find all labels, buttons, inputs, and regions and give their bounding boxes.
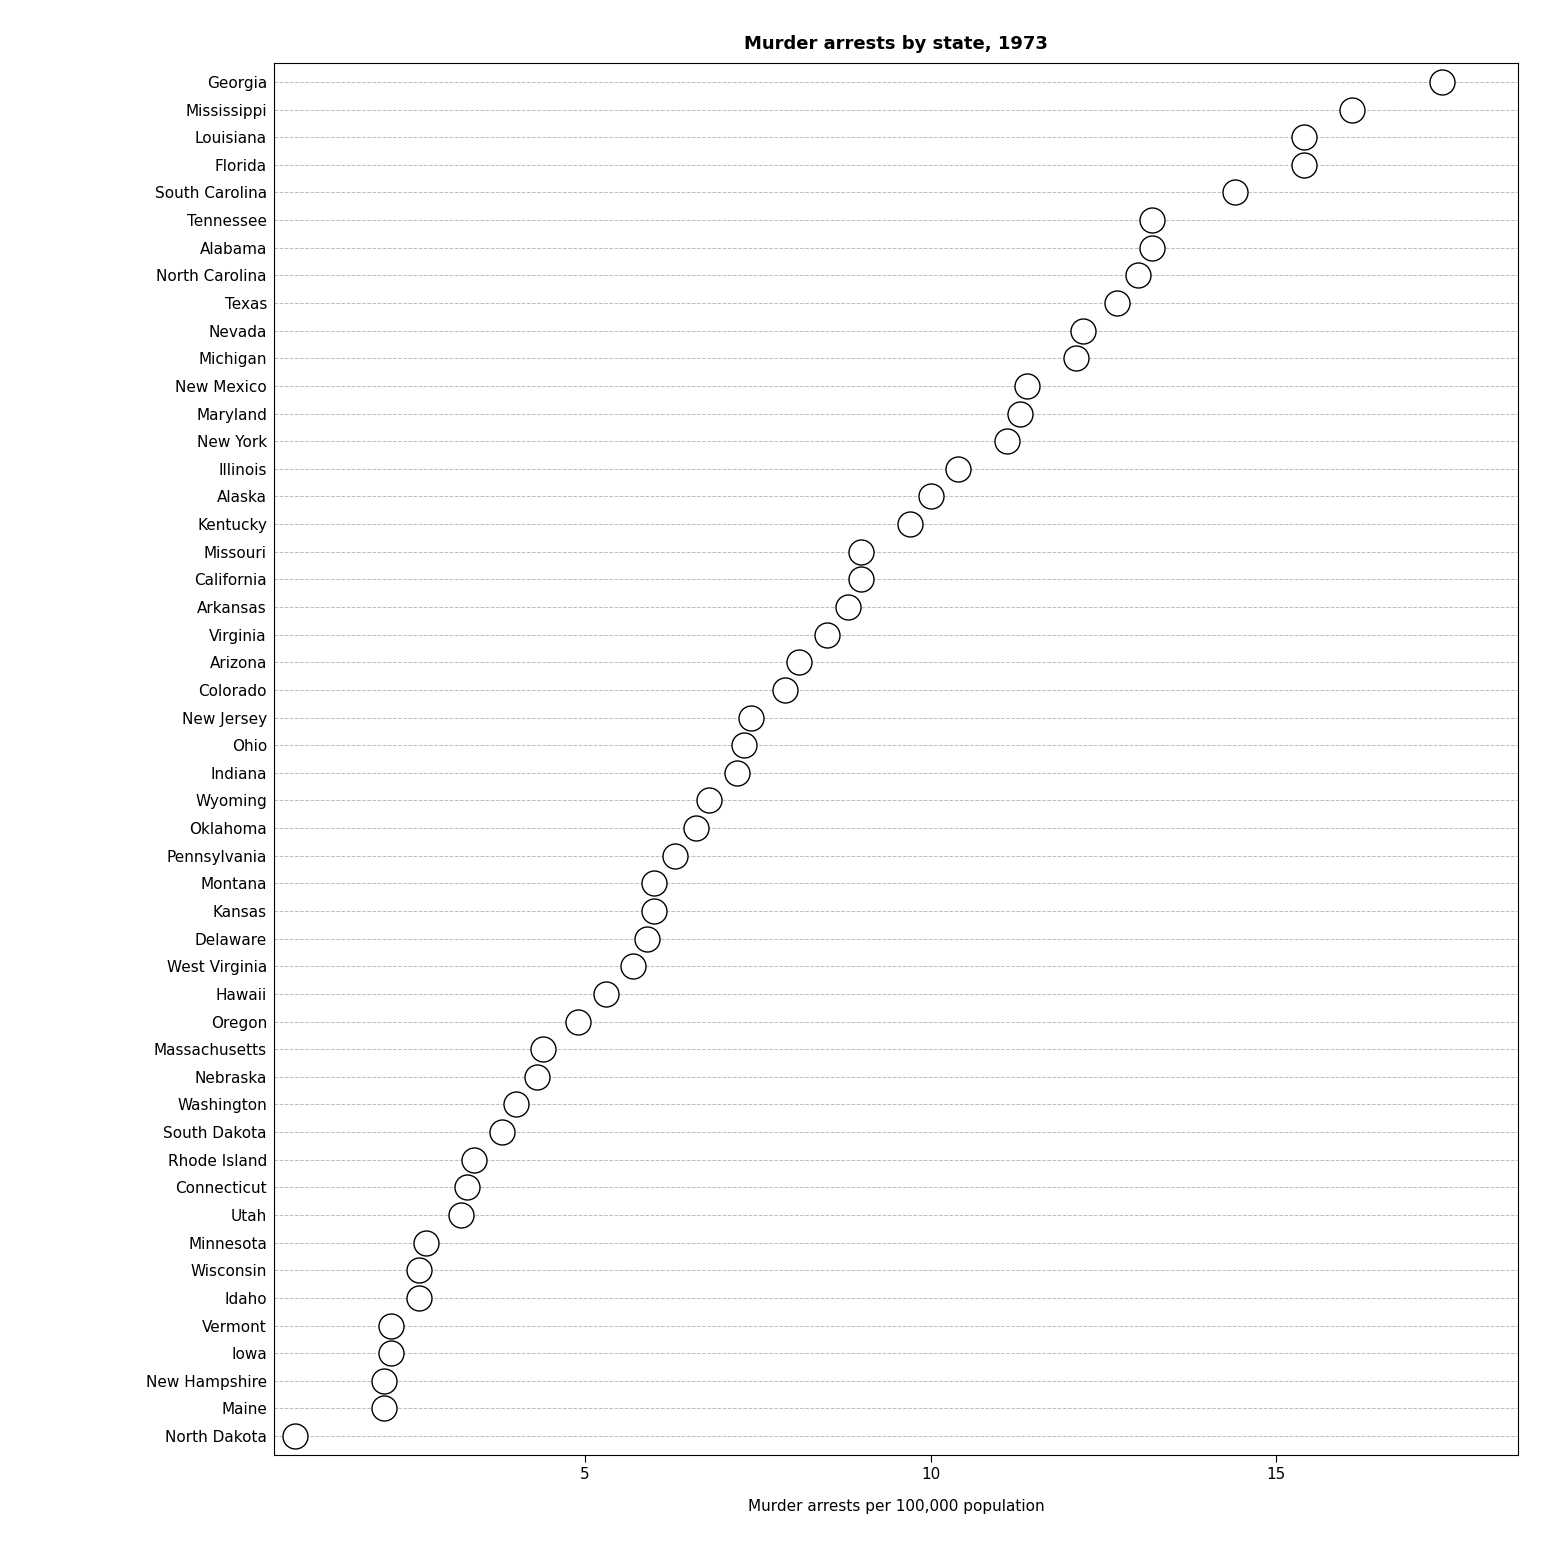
- X-axis label: Murder arrests per 100,000 population: Murder arrests per 100,000 population: [748, 1499, 1044, 1513]
- Title: Murder arrests by state, 1973: Murder arrests by state, 1973: [743, 34, 1049, 53]
